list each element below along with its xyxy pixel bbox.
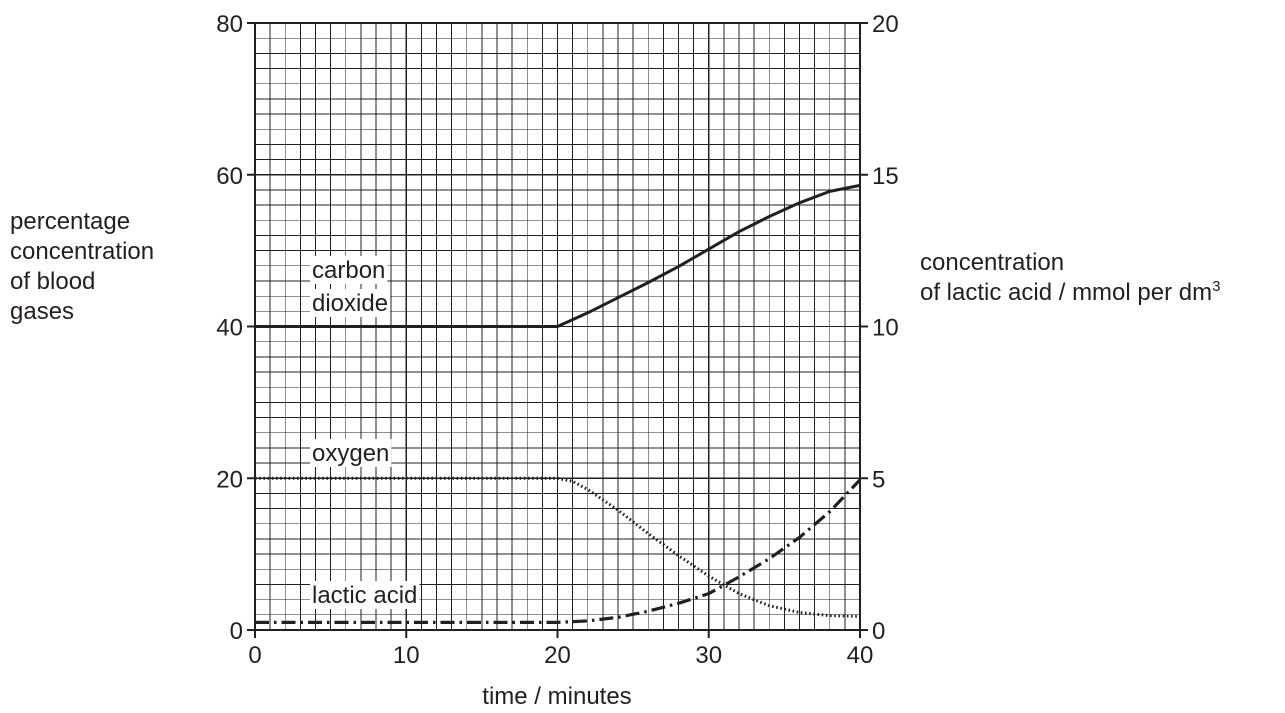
series-label-carbon-dioxide: carbon	[312, 257, 385, 284]
y-axis-right-label: concentration of lactic acid / mmol per …	[920, 248, 1220, 308]
x-tick-label: 0	[248, 642, 261, 669]
series-label-background	[310, 439, 392, 467]
y-left-tick-label: 20	[216, 466, 243, 493]
y-axis-right-label-line: of lactic acid / mmol per dm3	[920, 278, 1220, 308]
series-label-background	[310, 581, 420, 609]
series-label-lactic-acid: lactic acid	[312, 582, 417, 609]
series-label-oxygen: oxygen	[312, 440, 389, 467]
x-tick-label: 20	[544, 642, 571, 669]
y-axis-right-unit: of lactic acid / mmol per dm	[920, 279, 1213, 306]
y-right-tick-label: 10	[872, 315, 899, 342]
unit-superscript: 3	[1212, 278, 1221, 295]
y-right-tick-label: 0	[872, 618, 885, 645]
y-left-tick-label: 80	[216, 11, 243, 38]
y-axis-left-label-line: concentration	[10, 238, 155, 265]
y-right-tick-label: 5	[872, 466, 885, 493]
y-left-tick-label: 0	[230, 618, 243, 645]
x-tick-label: 30	[695, 642, 722, 669]
series-labels: carbon dioxide oxygen lactic acid	[310, 256, 420, 609]
series-lines	[255, 183, 862, 624]
x-tick-label: 40	[847, 642, 874, 669]
y-axis-right-label-line: concentration	[920, 249, 1065, 276]
x-axis-label: time / minutes	[482, 683, 631, 710]
y-axis-left-label-line: gases	[10, 298, 75, 325]
series-line-carbon-dioxide	[255, 183, 861, 328]
y-axis-left-label-line: of blood	[10, 268, 96, 295]
x-tick-label: 10	[393, 642, 420, 669]
y-axis-left-label-line: percentage	[10, 208, 131, 235]
series-label-background	[310, 289, 391, 317]
y-right-tick-label: 15	[872, 163, 899, 190]
series-label-background	[310, 256, 388, 284]
y-axis-left-label: percentage concentration of blood gases	[10, 207, 154, 327]
series-line-oxygen	[255, 476, 861, 618]
series-label-carbon-dioxide: dioxide	[312, 290, 388, 317]
y-right-tick-label: 20	[872, 11, 899, 38]
y-left-tick-label: 40	[216, 315, 243, 342]
y-left-tick-label: 60	[216, 163, 243, 190]
